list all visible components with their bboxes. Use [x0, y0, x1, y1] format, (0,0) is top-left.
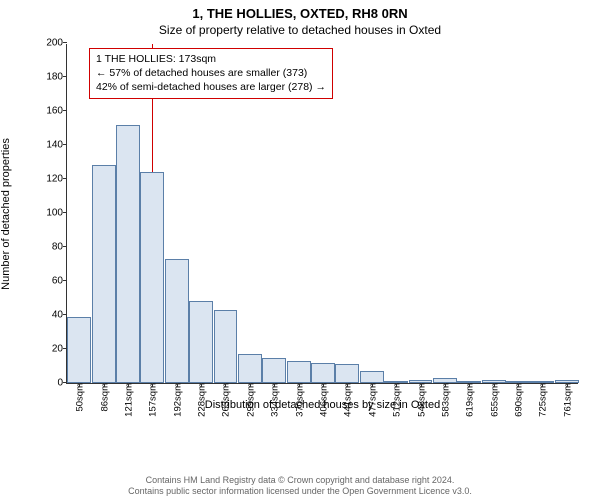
x-tick-mark [152, 383, 153, 387]
x-tick-mark [396, 383, 397, 387]
histogram-bar [214, 310, 238, 383]
x-tick-label: 548sqm [414, 383, 427, 417]
y-tick-label: 200 [46, 38, 67, 49]
y-tick-label: 180 [46, 72, 67, 83]
footer-line2: Contains public sector information licen… [0, 486, 600, 498]
x-tick-mark [542, 383, 543, 387]
x-tick-mark [225, 383, 226, 387]
annotation-box: 1 THE HOLLIES: 173sqm ← 57% of detached … [89, 48, 333, 99]
x-tick-mark [372, 383, 373, 387]
x-tick-label: 334sqm [268, 383, 281, 417]
x-tick-label: 583sqm [438, 383, 451, 417]
histogram-bar [189, 301, 213, 383]
x-tick-mark [250, 383, 251, 387]
x-tick-label: 157sqm [146, 383, 159, 417]
y-tick-label: 60 [52, 276, 67, 287]
chart-container: Number of detached properties 1 THE HOLL… [48, 44, 578, 414]
histogram-bar [335, 364, 359, 383]
x-tick-mark [567, 383, 568, 387]
annotation-line3: 42% of semi-detached houses are larger (… [96, 80, 326, 94]
y-tick-mark [63, 42, 67, 43]
y-tick-mark [63, 76, 67, 77]
page-title: 1, THE HOLLIES, OXTED, RH8 0RN [0, 0, 600, 21]
y-tick-label: 160 [46, 106, 67, 117]
footer-line1: Contains HM Land Registry data © Crown c… [0, 475, 600, 487]
x-tick-label: 86sqm [97, 383, 110, 412]
x-tick-label: 370sqm [292, 383, 305, 417]
histogram-bar [360, 371, 384, 383]
y-tick-label: 40 [52, 310, 67, 321]
x-tick-label: 228sqm [195, 383, 208, 417]
x-tick-label: 192sqm [170, 383, 183, 417]
histogram-bar [165, 259, 189, 383]
x-tick-mark [494, 383, 495, 387]
page-subtitle: Size of property relative to detached ho… [0, 21, 600, 39]
y-tick-mark [63, 178, 67, 179]
x-tick-label: 761sqm [560, 383, 573, 417]
x-tick-label: 477sqm [365, 383, 378, 417]
x-tick-mark [177, 383, 178, 387]
x-tick-label: 406sqm [317, 383, 330, 417]
histogram-bar [116, 125, 140, 383]
annotation-line1: 1 THE HOLLIES: 173sqm [96, 52, 326, 66]
x-tick-mark [299, 383, 300, 387]
y-tick-mark [63, 212, 67, 213]
y-tick-label: 20 [52, 344, 67, 355]
x-tick-label: 121sqm [121, 383, 134, 417]
x-tick-mark [347, 383, 348, 387]
x-tick-label: 725sqm [536, 383, 549, 417]
footer: Contains HM Land Registry data © Crown c… [0, 475, 600, 498]
x-tick-label: 619sqm [463, 383, 476, 417]
y-tick-mark [63, 280, 67, 281]
histogram-bar [311, 363, 335, 383]
histogram-bar [238, 354, 262, 383]
x-tick-mark [274, 383, 275, 387]
x-tick-label: 512sqm [390, 383, 403, 417]
x-tick-mark [518, 383, 519, 387]
x-tick-mark [79, 383, 80, 387]
y-tick-mark [63, 110, 67, 111]
histogram-bar [92, 165, 116, 383]
y-tick-label: 0 [57, 378, 67, 389]
y-axis-label: Number of detached properties [0, 138, 12, 290]
x-tick-label: 441sqm [341, 383, 354, 417]
x-tick-mark [445, 383, 446, 387]
plot-area: 1 THE HOLLIES: 173sqm ← 57% of detached … [66, 44, 578, 384]
x-tick-label: 655sqm [487, 383, 500, 417]
x-tick-mark [421, 383, 422, 387]
histogram-bar [67, 317, 91, 383]
x-tick-mark [323, 383, 324, 387]
histogram-bar [140, 172, 164, 383]
x-tick-label: 299sqm [243, 383, 256, 417]
y-tick-label: 120 [46, 174, 67, 185]
x-tick-mark [201, 383, 202, 387]
y-tick-label: 80 [52, 242, 67, 253]
x-tick-label: 690sqm [512, 383, 525, 417]
annotation-line2: ← 57% of detached houses are smaller (37… [96, 66, 326, 80]
histogram-bar [262, 358, 286, 384]
x-tick-mark [128, 383, 129, 387]
y-tick-mark [63, 246, 67, 247]
y-tick-mark [63, 314, 67, 315]
y-tick-label: 100 [46, 208, 67, 219]
x-tick-mark [469, 383, 470, 387]
y-tick-mark [63, 144, 67, 145]
histogram-bar [287, 361, 311, 383]
x-tick-mark [104, 383, 105, 387]
x-tick-label: 50sqm [73, 383, 86, 412]
y-tick-label: 140 [46, 140, 67, 151]
x-tick-label: 263sqm [219, 383, 232, 417]
